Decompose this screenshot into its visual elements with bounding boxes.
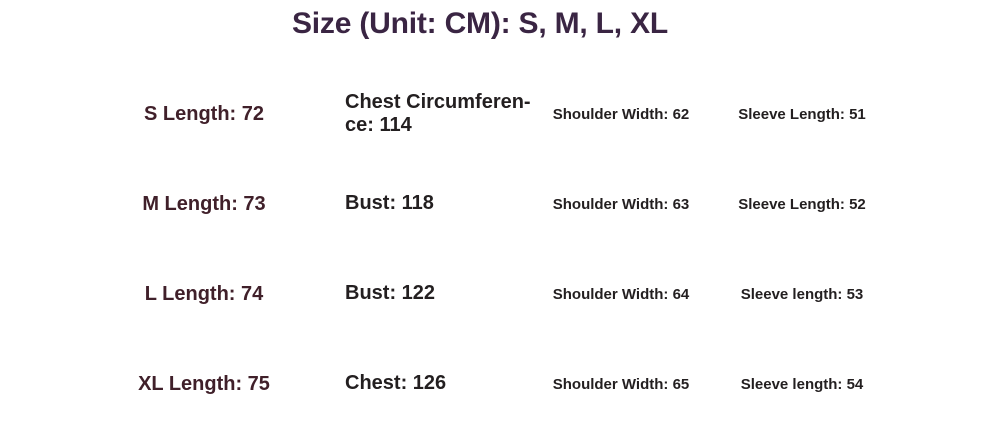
girth-value: Chest Circumferen- ce: 114: [345, 90, 531, 136]
size-chart-title: Size (Unit: CM): S, M, L, XL: [291, 7, 669, 40]
sleeve-length-cell: Sleeve length: 53: [710, 249, 894, 339]
shoulder-width-cell: Shoulder Width: 64: [528, 249, 714, 339]
shoulder-width-cell: Shoulder Width: 62: [528, 69, 714, 159]
girth-cell: Chest: 126: [345, 339, 545, 429]
girth-cell: Chest Circumferen- ce: 114: [345, 69, 545, 159]
length-value: S Length: 72: [143, 102, 264, 125]
length-cell: M Length: 73: [58, 159, 350, 249]
sleeve-length-value: Sleeve Length: 52: [738, 195, 866, 213]
shoulder-width-cell: Shoulder Width: 63: [528, 159, 714, 249]
size-row-xl: XL Length: 75 Chest: 126 Shoulder Width:…: [0, 339, 981, 429]
girth-cell: Bust: 118: [345, 159, 545, 249]
length-cell: S Length: 72: [58, 69, 350, 159]
shoulder-width-value: Shoulder Width: 63: [552, 195, 690, 213]
sleeve-length-value: Sleeve length: 53: [740, 285, 864, 303]
girth-cell: Bust: 122: [345, 249, 545, 339]
sleeve-length-cell: Sleeve length: 54: [710, 339, 894, 429]
girth-value: Bust: 118: [345, 192, 434, 215]
sleeve-length-value: Sleeve Length: 51: [738, 105, 866, 123]
size-row-m: M Length: 73 Bust: 118 Shoulder Width: 6…: [0, 159, 981, 249]
length-value: XL Length: 75: [138, 372, 270, 395]
size-row-l: L Length: 74 Bust: 122 Shoulder Width: 6…: [0, 249, 981, 339]
size-chart: Size (Unit: CM): S, M, L, XL S Length: 7…: [0, 7, 981, 395]
girth-value: Chest: 126: [345, 372, 447, 395]
sleeve-length-cell: Sleeve Length: 51: [710, 69, 894, 159]
shoulder-width-cell: Shoulder Width: 65: [528, 339, 714, 429]
length-cell: XL Length: 75: [58, 339, 350, 429]
sleeve-length-cell: Sleeve Length: 52: [710, 159, 894, 249]
shoulder-width-value: Shoulder Width: 65: [552, 375, 690, 393]
girth-value: Bust: 122: [345, 282, 436, 305]
length-cell: L Length: 74: [58, 249, 350, 339]
shoulder-width-value: Shoulder Width: 64: [552, 285, 690, 303]
length-value: M Length: 73: [142, 192, 266, 215]
length-value: L Length: 74: [144, 282, 264, 305]
sleeve-length-value: Sleeve length: 54: [740, 375, 864, 393]
shoulder-width-value: Shoulder Width: 62: [552, 105, 690, 123]
size-row-s: S Length: 72 Chest Circumferen- ce: 114 …: [0, 69, 981, 159]
